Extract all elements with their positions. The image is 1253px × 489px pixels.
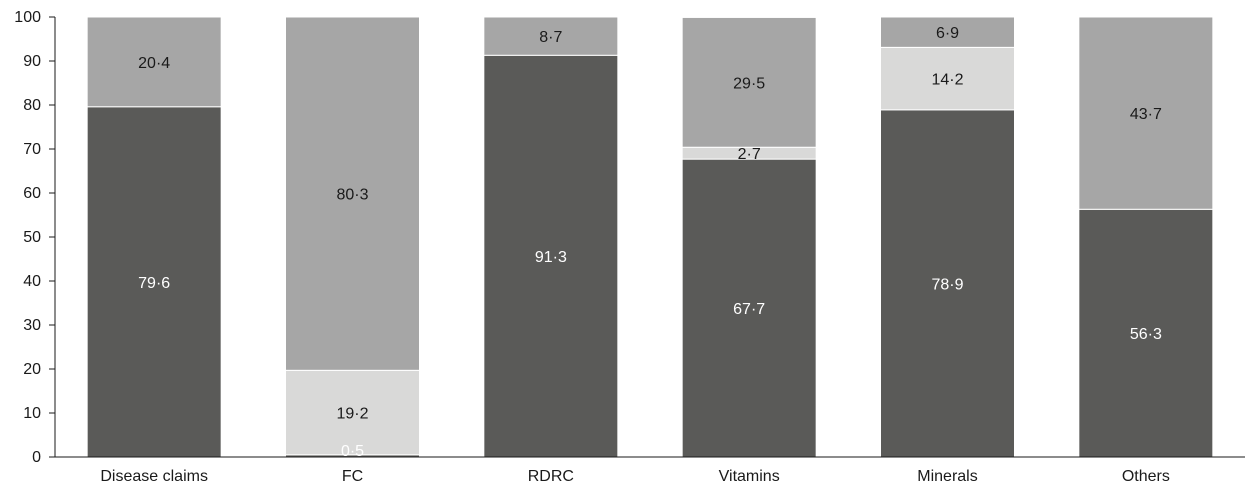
- data-label: 56·3: [1130, 326, 1162, 343]
- data-label: 6·9: [936, 25, 959, 42]
- x-category-label: RDRC: [528, 468, 574, 485]
- x-category-label: Minerals: [917, 468, 977, 485]
- y-tick-label: 30: [23, 317, 41, 334]
- x-axis: Disease claims FC RDRC Vitamins Minerals Othe…: [55, 456, 1245, 485]
- data-labels: 79·6 20·4 0·5 19·2 80·3 91·3 8·7 67·7 2·7 29·5 78·…: [138, 25, 1162, 460]
- data-label: 80·3: [336, 187, 368, 204]
- x-category-label: FC: [342, 468, 363, 485]
- data-label: 91·3: [535, 249, 567, 266]
- y-tick-label: 90: [23, 53, 41, 70]
- bars: [86, 16, 1214, 458]
- data-label: 20·4: [138, 55, 170, 72]
- x-category-label: Disease claims: [100, 468, 208, 485]
- bar-segment: [1078, 16, 1214, 210]
- data-label: 19·2: [336, 406, 368, 423]
- y-tick-label: 0: [32, 449, 41, 466]
- bar-segment: [880, 46, 1015, 111]
- data-label: 43·7: [1130, 106, 1162, 123]
- data-label: 78·9: [931, 276, 963, 293]
- data-label: 29·5: [733, 75, 765, 92]
- bar-segment: [86, 106, 222, 458]
- data-label: 67·7: [733, 301, 765, 318]
- y-tick-label: 50: [23, 229, 41, 246]
- y-tick-label: 80: [23, 97, 41, 114]
- y-tick-label: 20: [23, 361, 41, 378]
- bar-segment: [681, 16, 817, 148]
- data-label: 0·5: [341, 443, 364, 460]
- bar-segment: [1078, 208, 1214, 458]
- bar-segment: [681, 158, 817, 458]
- y-axis: 0 10 20 30 40 50 60 70 80 90 100: [14, 9, 56, 466]
- data-label: 79·6: [138, 275, 170, 292]
- data-label: 2·7: [738, 146, 761, 163]
- y-tick-label: 60: [23, 185, 41, 202]
- bar-segment: [483, 16, 619, 56]
- bar-segment: [880, 16, 1015, 48]
- y-tick-label: 100: [14, 9, 41, 26]
- data-label: 8·7: [539, 29, 562, 46]
- y-tick-label: 70: [23, 141, 41, 158]
- bar-segment: [86, 16, 222, 108]
- x-category-label: Vitamins: [719, 468, 780, 485]
- x-category-label: Others: [1122, 468, 1170, 485]
- bar-segment: [483, 54, 619, 458]
- bar-segment: [285, 16, 420, 371]
- y-tick-label: 10: [23, 405, 41, 422]
- y-tick-label: 40: [23, 273, 41, 290]
- data-label: 14·2: [931, 72, 963, 89]
- bar-segment: [880, 109, 1015, 458]
